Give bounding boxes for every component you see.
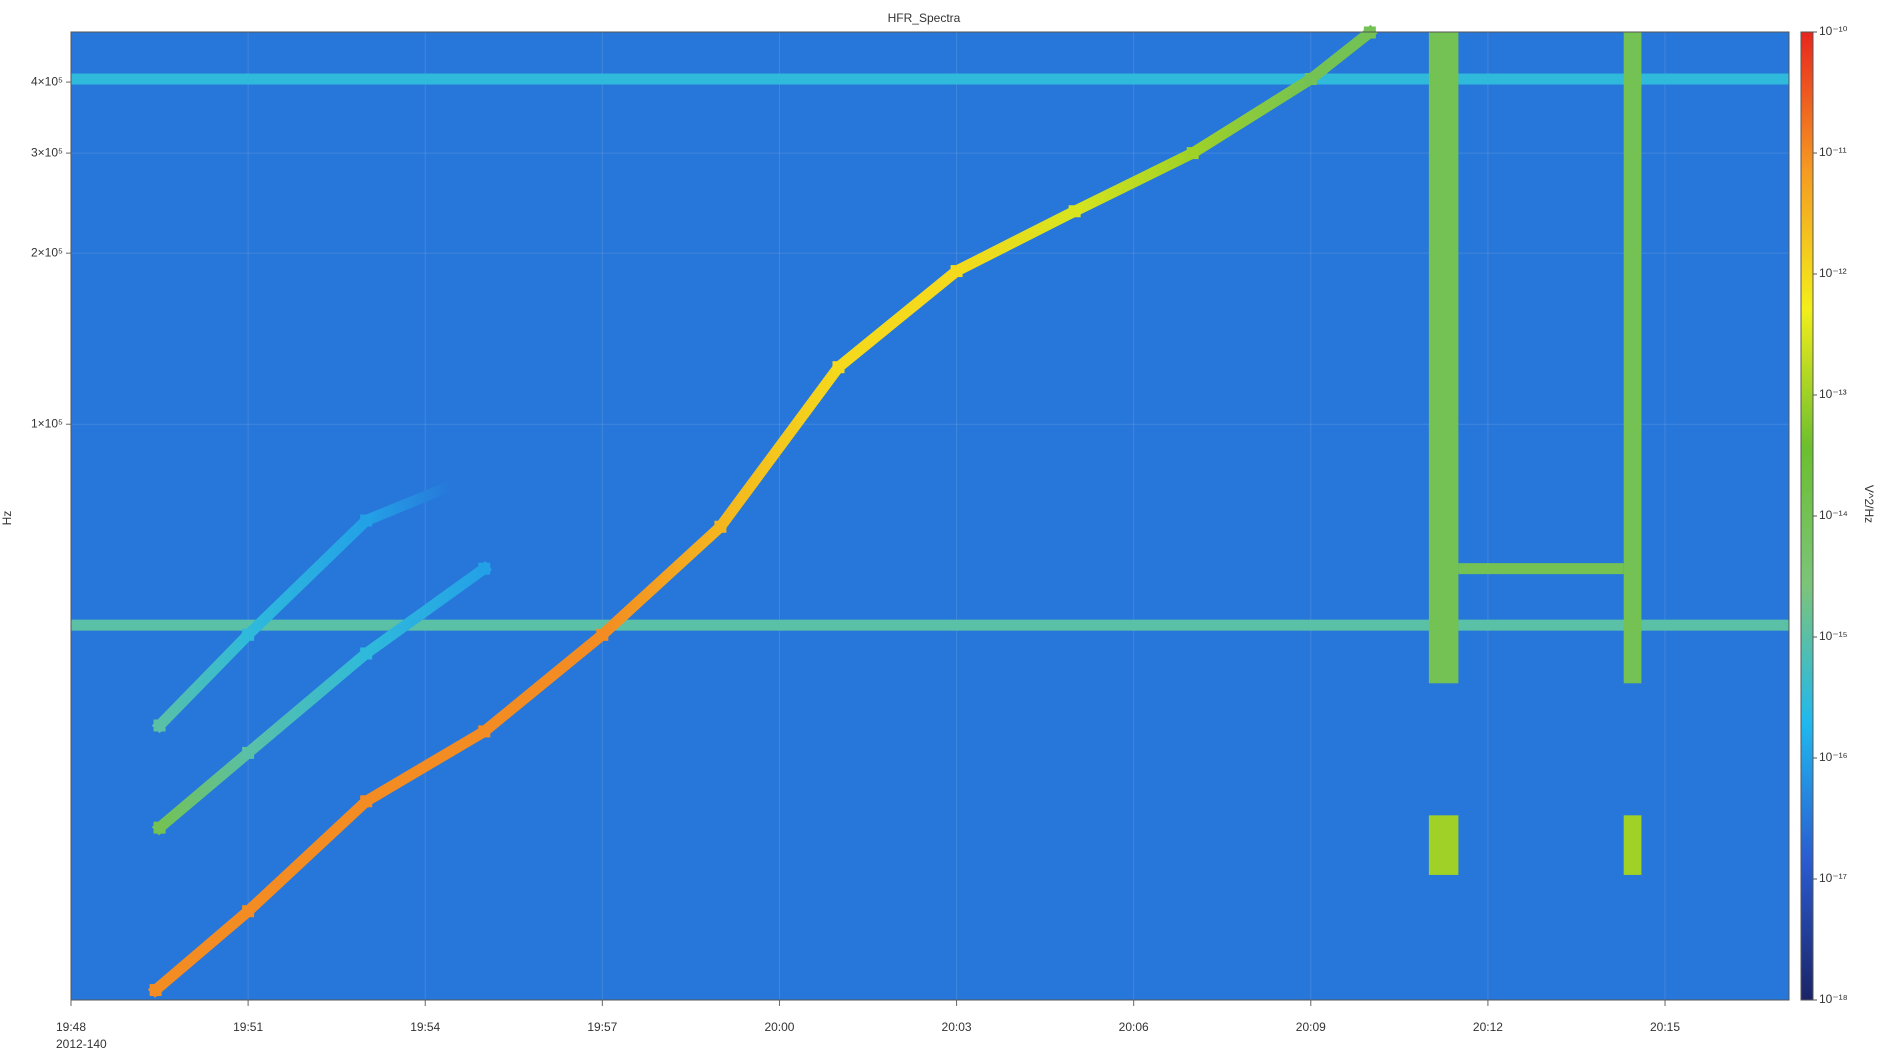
x-tick-label: 19:48	[56, 1020, 86, 1034]
x-tick-label: 19:54	[410, 1020, 440, 1034]
track-point	[360, 647, 373, 660]
burst	[1623, 32, 1642, 684]
track-point	[153, 719, 166, 732]
colorbar	[1800, 31, 1814, 1001]
x-tick-label: 19:57	[587, 1020, 617, 1034]
y-axis-label: Hz	[0, 511, 14, 526]
x-date-label: 2012-140	[56, 1037, 107, 1051]
track-point	[950, 265, 963, 278]
band	[71, 73, 1789, 85]
colorbar-tick-label: 10⁻¹¹	[1819, 145, 1847, 159]
band	[71, 619, 1789, 631]
track-point	[478, 562, 491, 575]
track-point	[596, 628, 609, 641]
y-tick-label: 4×10⁵	[31, 74, 63, 88]
track-point	[448, 478, 461, 491]
track-point	[478, 725, 491, 738]
x-tick-label: 19:51	[233, 1020, 263, 1034]
x-tick-label: 20:12	[1473, 1020, 1503, 1034]
tone	[1458, 563, 1624, 575]
track-point	[153, 821, 166, 834]
track-point	[360, 795, 373, 808]
burst	[1428, 815, 1459, 875]
burst	[1623, 815, 1642, 875]
x-tick-label: 20:06	[1119, 1020, 1149, 1034]
burst	[1428, 32, 1459, 684]
colorbar-tick-label: 10⁻¹³	[1819, 387, 1847, 401]
colorbar-tick-label: 10⁻¹⁸	[1819, 992, 1848, 1006]
track-point	[714, 520, 727, 533]
x-tick-label: 20:00	[764, 1020, 794, 1034]
track-point	[1068, 205, 1081, 218]
track-point	[242, 905, 255, 918]
track-point	[1363, 26, 1376, 39]
track-point	[1304, 73, 1317, 86]
plot-background	[71, 32, 1789, 1000]
plot-frame	[70, 31, 1790, 1001]
track-line	[147, 24, 1378, 998]
track-point	[149, 984, 162, 997]
y-tick-label: 2×10⁵	[31, 245, 63, 259]
y-tick-label: 3×10⁵	[31, 145, 63, 159]
track-point	[242, 628, 255, 641]
y-tick-label: 1×10⁵	[31, 416, 63, 430]
colorbar-tick-label: 10⁻¹⁶	[1819, 750, 1848, 764]
colorbar-tick-label: 10⁻¹⁷	[1819, 871, 1847, 885]
track-point	[242, 746, 255, 759]
track-point	[1186, 147, 1199, 160]
colorbar-tick-label: 10⁻¹⁵	[1819, 629, 1848, 643]
x-tick-label: 20:15	[1650, 1020, 1680, 1034]
track-line	[151, 560, 492, 836]
track-point	[832, 361, 845, 374]
track-point	[360, 514, 373, 527]
x-tick-label: 20:09	[1296, 1020, 1326, 1034]
colorbar-label: V^2/Hz	[1862, 485, 1876, 523]
x-tick-label: 20:03	[942, 1020, 972, 1034]
colorbar-tick-label: 10⁻¹⁴	[1819, 508, 1848, 522]
track-line	[151, 477, 462, 734]
colorbar-tick-label: 10⁻¹⁰	[1819, 24, 1848, 38]
chart-title: HFR_Spectra	[888, 11, 961, 25]
colorbar-tick-label: 10⁻¹²	[1819, 266, 1847, 280]
